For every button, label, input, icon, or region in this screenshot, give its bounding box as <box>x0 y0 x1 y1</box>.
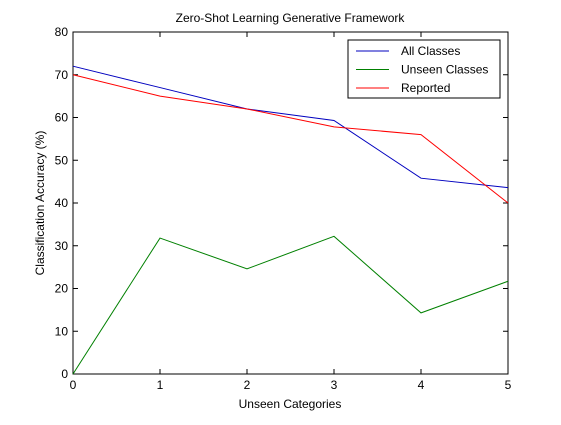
series-line-unseen-classes <box>72 235 509 375</box>
y-tick-label: 70 <box>55 68 69 82</box>
y-tick-label: 50 <box>55 153 69 167</box>
y-tick-label: 40 <box>55 196 69 210</box>
y-tick-label: 10 <box>55 324 69 338</box>
legend-label-all-classes: All Classes <box>401 44 460 58</box>
x-tick-label: 5 <box>505 378 512 392</box>
y-axis-label: Classification Accuracy (%) <box>33 131 47 276</box>
y-tick-label: 60 <box>55 111 69 125</box>
legend: All Classes Unseen Classes Reported <box>347 39 501 99</box>
y-tick-label: 0 <box>61 367 68 381</box>
legend-label-unseen-classes: Unseen Classes <box>401 63 488 77</box>
x-tick-label: 1 <box>157 378 164 392</box>
x-tick-label: 3 <box>331 378 338 392</box>
series-line-reported <box>72 74 509 204</box>
x-axis-label: Unseen Categories <box>239 397 342 411</box>
x-axis: 0 1 2 3 4 5 <box>70 32 512 392</box>
y-tick-label: 30 <box>55 239 69 253</box>
chart-title: Zero-Shot Learning Generative Framework <box>176 11 406 25</box>
series-line-all-classes <box>72 65 509 189</box>
x-tick-label: 0 <box>70 378 77 392</box>
y-tick-label: 80 <box>55 25 69 39</box>
x-tick-label: 4 <box>418 378 425 392</box>
x-tick-label: 2 <box>244 378 251 392</box>
y-axis: 0 10 20 30 40 50 60 70 80 <box>55 25 508 381</box>
legend-label-reported: Reported <box>401 81 450 95</box>
y-tick-label: 20 <box>55 282 69 296</box>
series-lines <box>72 65 509 375</box>
